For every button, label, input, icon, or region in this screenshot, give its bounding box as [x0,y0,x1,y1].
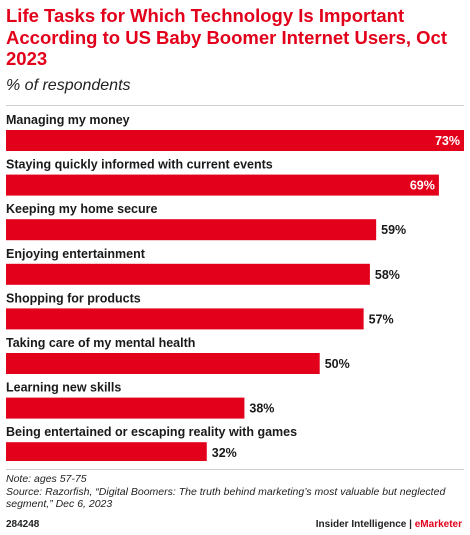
category-label-enjoying-entertainment: Enjoying entertainment [6,247,146,261]
category-label-staying-quickly-informed-with-current-events: Staying quickly informed with current ev… [6,158,273,172]
bar-taking-care-of-my-mental-health [6,353,320,374]
bar-learning-new-skills [6,397,245,419]
value-label-being-entertained-or-escaping-reality-with-games: 32% [212,446,237,460]
source-text: Source: Razorfish, “Digital Boomers: The… [6,485,446,511]
category-label-managing-my-money: Managing my money [6,113,130,127]
bar-keeping-my-home-secure [6,219,377,241]
chart-id: 284248 [6,519,40,530]
value-label-enjoying-entertainment: 58% [375,268,400,282]
category-label-learning-new-skills: Learning new skills [6,381,121,395]
value-label-shopping-for-products: 57% [369,312,394,326]
value-label-taking-care-of-my-mental-health: 50% [325,357,350,371]
bottom-divider [6,469,464,470]
value-label-keeping-my-home-secure: 59% [381,223,406,237]
bar-being-entertained-or-escaping-reality-with-games [6,442,207,461]
bar-managing-my-money [6,130,464,151]
brand-footer: Insider Intelligence | eMarketer [316,519,462,530]
bar-staying-quickly-informed-with-current-events [6,174,439,196]
value-label-staying-quickly-informed-with-current-events: 69% [410,179,435,193]
chart-subtitle: % of respondents [6,77,131,94]
category-label-keeping-my-home-secure: Keeping my home secure [6,202,157,216]
category-label-being-entertained-or-escaping-reality-with-games: Being entertained or escaping reality wi… [6,425,297,439]
note-text: Note: ages 57-75 [6,473,87,485]
top-divider [6,105,464,106]
brand-separator: | [406,519,415,530]
chart-title: Life Tasks for Which Technology Is Impor… [6,5,448,69]
category-label-taking-care-of-my-mental-health: Taking care of my mental health [6,336,195,350]
chart-notes: Note: ages 57-75 Source: Razorfish, “Dig… [6,473,464,511]
bar-enjoying-entertainment [6,263,370,285]
bar-chart: Managing my money 73% Staying quickly info… [6,113,464,461]
bar-shopping-for-products [6,308,364,330]
brand-name: Insider Intelligence [315,519,407,530]
value-label-learning-new-skills: 38% [249,402,274,416]
value-label-managing-my-money: 73% [435,134,460,148]
category-label-shopping-for-products: Shopping for products [6,291,141,305]
brand-accent: eMarketer [414,519,462,530]
